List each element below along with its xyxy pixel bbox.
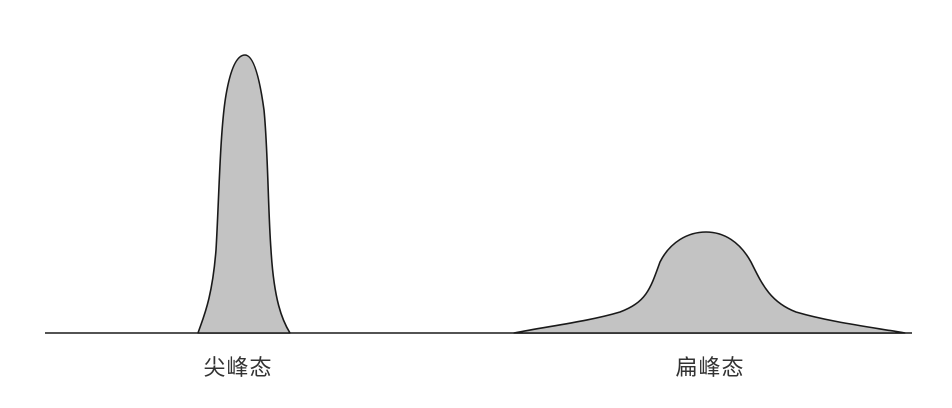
sharp-peak-curve xyxy=(197,54,291,334)
flat-peak-label: 扁峰态 xyxy=(675,356,745,381)
flat-peak-curve xyxy=(513,231,906,334)
sharp-peak-label: 尖峰态 xyxy=(203,356,273,381)
